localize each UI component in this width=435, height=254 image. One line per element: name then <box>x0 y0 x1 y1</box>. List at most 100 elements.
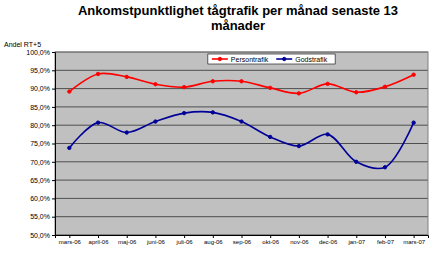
y-tick: 90,0% <box>30 85 55 92</box>
x-axis-line <box>56 236 429 239</box>
x-tick-mark <box>213 235 214 238</box>
x-tick-label: juni-06 <box>146 239 166 245</box>
series-marker <box>240 120 243 123</box>
series-marker <box>326 82 329 85</box>
x-tick: mars-07 <box>403 235 426 245</box>
x-tick-label: juli-06 <box>176 239 194 245</box>
plot-frame <box>55 52 428 235</box>
series-marker <box>182 111 185 114</box>
legend: PersontrafikGodstrafik <box>208 54 335 64</box>
x-tick-mark <box>328 235 329 238</box>
x-tick-label: sep-06 <box>233 239 252 245</box>
y-tick-mark <box>52 52 55 53</box>
legend-label: Persontrafik <box>231 56 269 63</box>
y-tick-mark <box>52 107 55 108</box>
y-tick-mark <box>52 144 55 145</box>
series-marker <box>355 91 358 94</box>
x-tick-label: aug-06 <box>204 239 223 245</box>
x-tick-label: nov-06 <box>290 239 309 245</box>
y-tick-mark <box>52 70 55 71</box>
series-marker <box>96 72 99 75</box>
series-marker <box>383 85 386 88</box>
series-marker <box>297 144 300 147</box>
grid-line <box>55 88 428 89</box>
x-tick: sep-06 <box>233 235 252 245</box>
grid-line <box>55 106 428 107</box>
y-tick-mark <box>52 162 55 163</box>
x-tick-mark <box>242 235 243 238</box>
legend-box <box>208 54 335 64</box>
x-tick-label: feb-07 <box>377 239 395 245</box>
y-tick-label: 100,0% <box>26 49 50 56</box>
series-line <box>69 112 413 169</box>
y-axis-title: Andel RT+5 <box>4 41 41 48</box>
series-marker <box>154 83 157 86</box>
x-tick: aug-06 <box>204 235 223 245</box>
x-tick: feb-07 <box>377 235 395 245</box>
y-tick-label: 75,0% <box>30 140 50 147</box>
y-tick-mark <box>52 125 55 126</box>
x-tick-mark <box>184 235 185 238</box>
series-marker <box>268 86 271 89</box>
y-tick-label: 55,0% <box>30 213 50 220</box>
x-tick-label: jan-07 <box>347 239 365 245</box>
legend-swatch <box>212 58 228 60</box>
x-axis: mars-06 april-06 maj-06 juni-06 juli-06 aug-0… <box>56 235 429 245</box>
y-tick-label: 65,0% <box>30 177 50 184</box>
grid-line <box>55 70 428 71</box>
grid-line <box>55 198 428 199</box>
x-tick-label: mars-07 <box>403 239 426 245</box>
y-tick: 55,0% <box>30 213 55 220</box>
x-tick-mark <box>98 235 99 238</box>
series-marker <box>268 135 271 138</box>
x-tick: juli-06 <box>176 235 194 245</box>
series-marker <box>383 166 386 169</box>
y-tick: 60,0% <box>30 195 55 202</box>
x-tick-label: dec-06 <box>319 239 338 245</box>
series-marker <box>211 80 214 83</box>
series-marker <box>68 90 71 93</box>
series-marker <box>182 85 185 88</box>
series-marker <box>96 121 99 124</box>
series-marker <box>240 80 243 83</box>
y-tick-mark <box>52 89 55 90</box>
y-tick-label: 70,0% <box>30 159 50 166</box>
x-tick-label: april-06 <box>89 239 110 245</box>
x-tick: juni-06 <box>146 235 166 245</box>
plot-marks <box>68 72 416 169</box>
x-tick-mark <box>155 235 156 238</box>
plot-area <box>55 52 428 235</box>
y-tick-label: 90,0% <box>30 85 50 92</box>
title: Ankomstpunktlighet tågtrafik per månad s… <box>78 3 398 33</box>
x-tick-mark <box>270 235 271 238</box>
y-tick-mark <box>52 180 55 181</box>
x-tick: dec-06 <box>319 235 338 245</box>
x-tick-mark <box>385 235 386 238</box>
legend-marker <box>283 57 286 60</box>
series-marker <box>125 131 128 134</box>
x-tick-label: mars-06 <box>59 239 82 245</box>
grid-line <box>55 216 428 217</box>
x-tick-mark <box>69 235 70 238</box>
series-marker <box>154 120 157 123</box>
y-tick-mark <box>52 217 55 218</box>
chart: Ankomstpunktlighet tågtrafik per månad s… <box>0 0 435 254</box>
series-marker <box>68 146 71 149</box>
series-marker <box>412 73 415 76</box>
y-tick: 70,0% <box>30 159 55 166</box>
y-axis-line <box>52 53 56 236</box>
y-tick-label: 85,0% <box>30 104 50 111</box>
x-tick-mark <box>414 235 415 238</box>
series-marker <box>125 75 128 78</box>
legend-marker <box>218 57 221 60</box>
grid-line <box>55 161 428 162</box>
y-tick-label: 80,0% <box>30 122 50 129</box>
x-tick-label: maj-06 <box>118 239 137 245</box>
x-tick: april-06 <box>89 235 110 245</box>
y-tick: 65,0% <box>30 177 55 184</box>
y-tick-label: 60,0% <box>30 195 50 202</box>
y-tick-label: 50,0% <box>30 232 50 239</box>
y-tick-mark <box>52 198 55 199</box>
y-tick: 80,0% <box>30 122 55 129</box>
y-tick-label: 95,0% <box>30 67 50 74</box>
